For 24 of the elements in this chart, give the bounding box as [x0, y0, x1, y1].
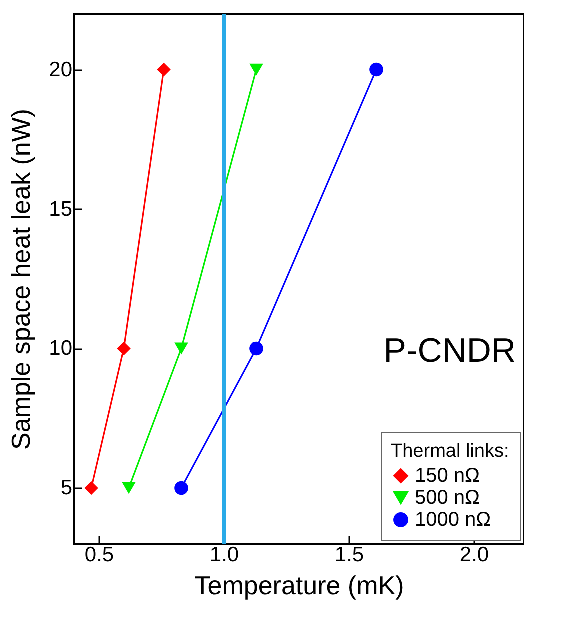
point [370, 62, 384, 77]
y-tick-label: 10 [49, 337, 72, 360]
point [174, 342, 188, 355]
point [122, 482, 136, 494]
legend-label: 1000 nΩ [415, 509, 492, 531]
x-axis-title: Temperature (mK) [194, 570, 404, 600]
y-tick-label: 20 [49, 58, 72, 82]
point [250, 64, 264, 76]
y-tick-label: 5 [60, 476, 72, 500]
point [84, 481, 98, 496]
point [174, 481, 188, 496]
x-tick-label: 2.0 [460, 544, 490, 566]
legend-label: 150 nΩ [415, 465, 480, 487]
y-tick-label: 15 [49, 198, 72, 221]
x-tick-label: 1.5 [334, 544, 364, 566]
annotation: P-CNDR [384, 332, 516, 370]
legend-title: Thermal links: [391, 441, 510, 462]
x-tick-label: 1.0 [210, 544, 240, 566]
x-tick-label: 0.5 [84, 544, 114, 566]
point [157, 62, 171, 77]
point [250, 342, 264, 356]
legend-label: 500 nΩ [415, 487, 480, 509]
point [117, 342, 131, 356]
y-axis-title: Sample space heat leak (nW) [6, 108, 36, 450]
